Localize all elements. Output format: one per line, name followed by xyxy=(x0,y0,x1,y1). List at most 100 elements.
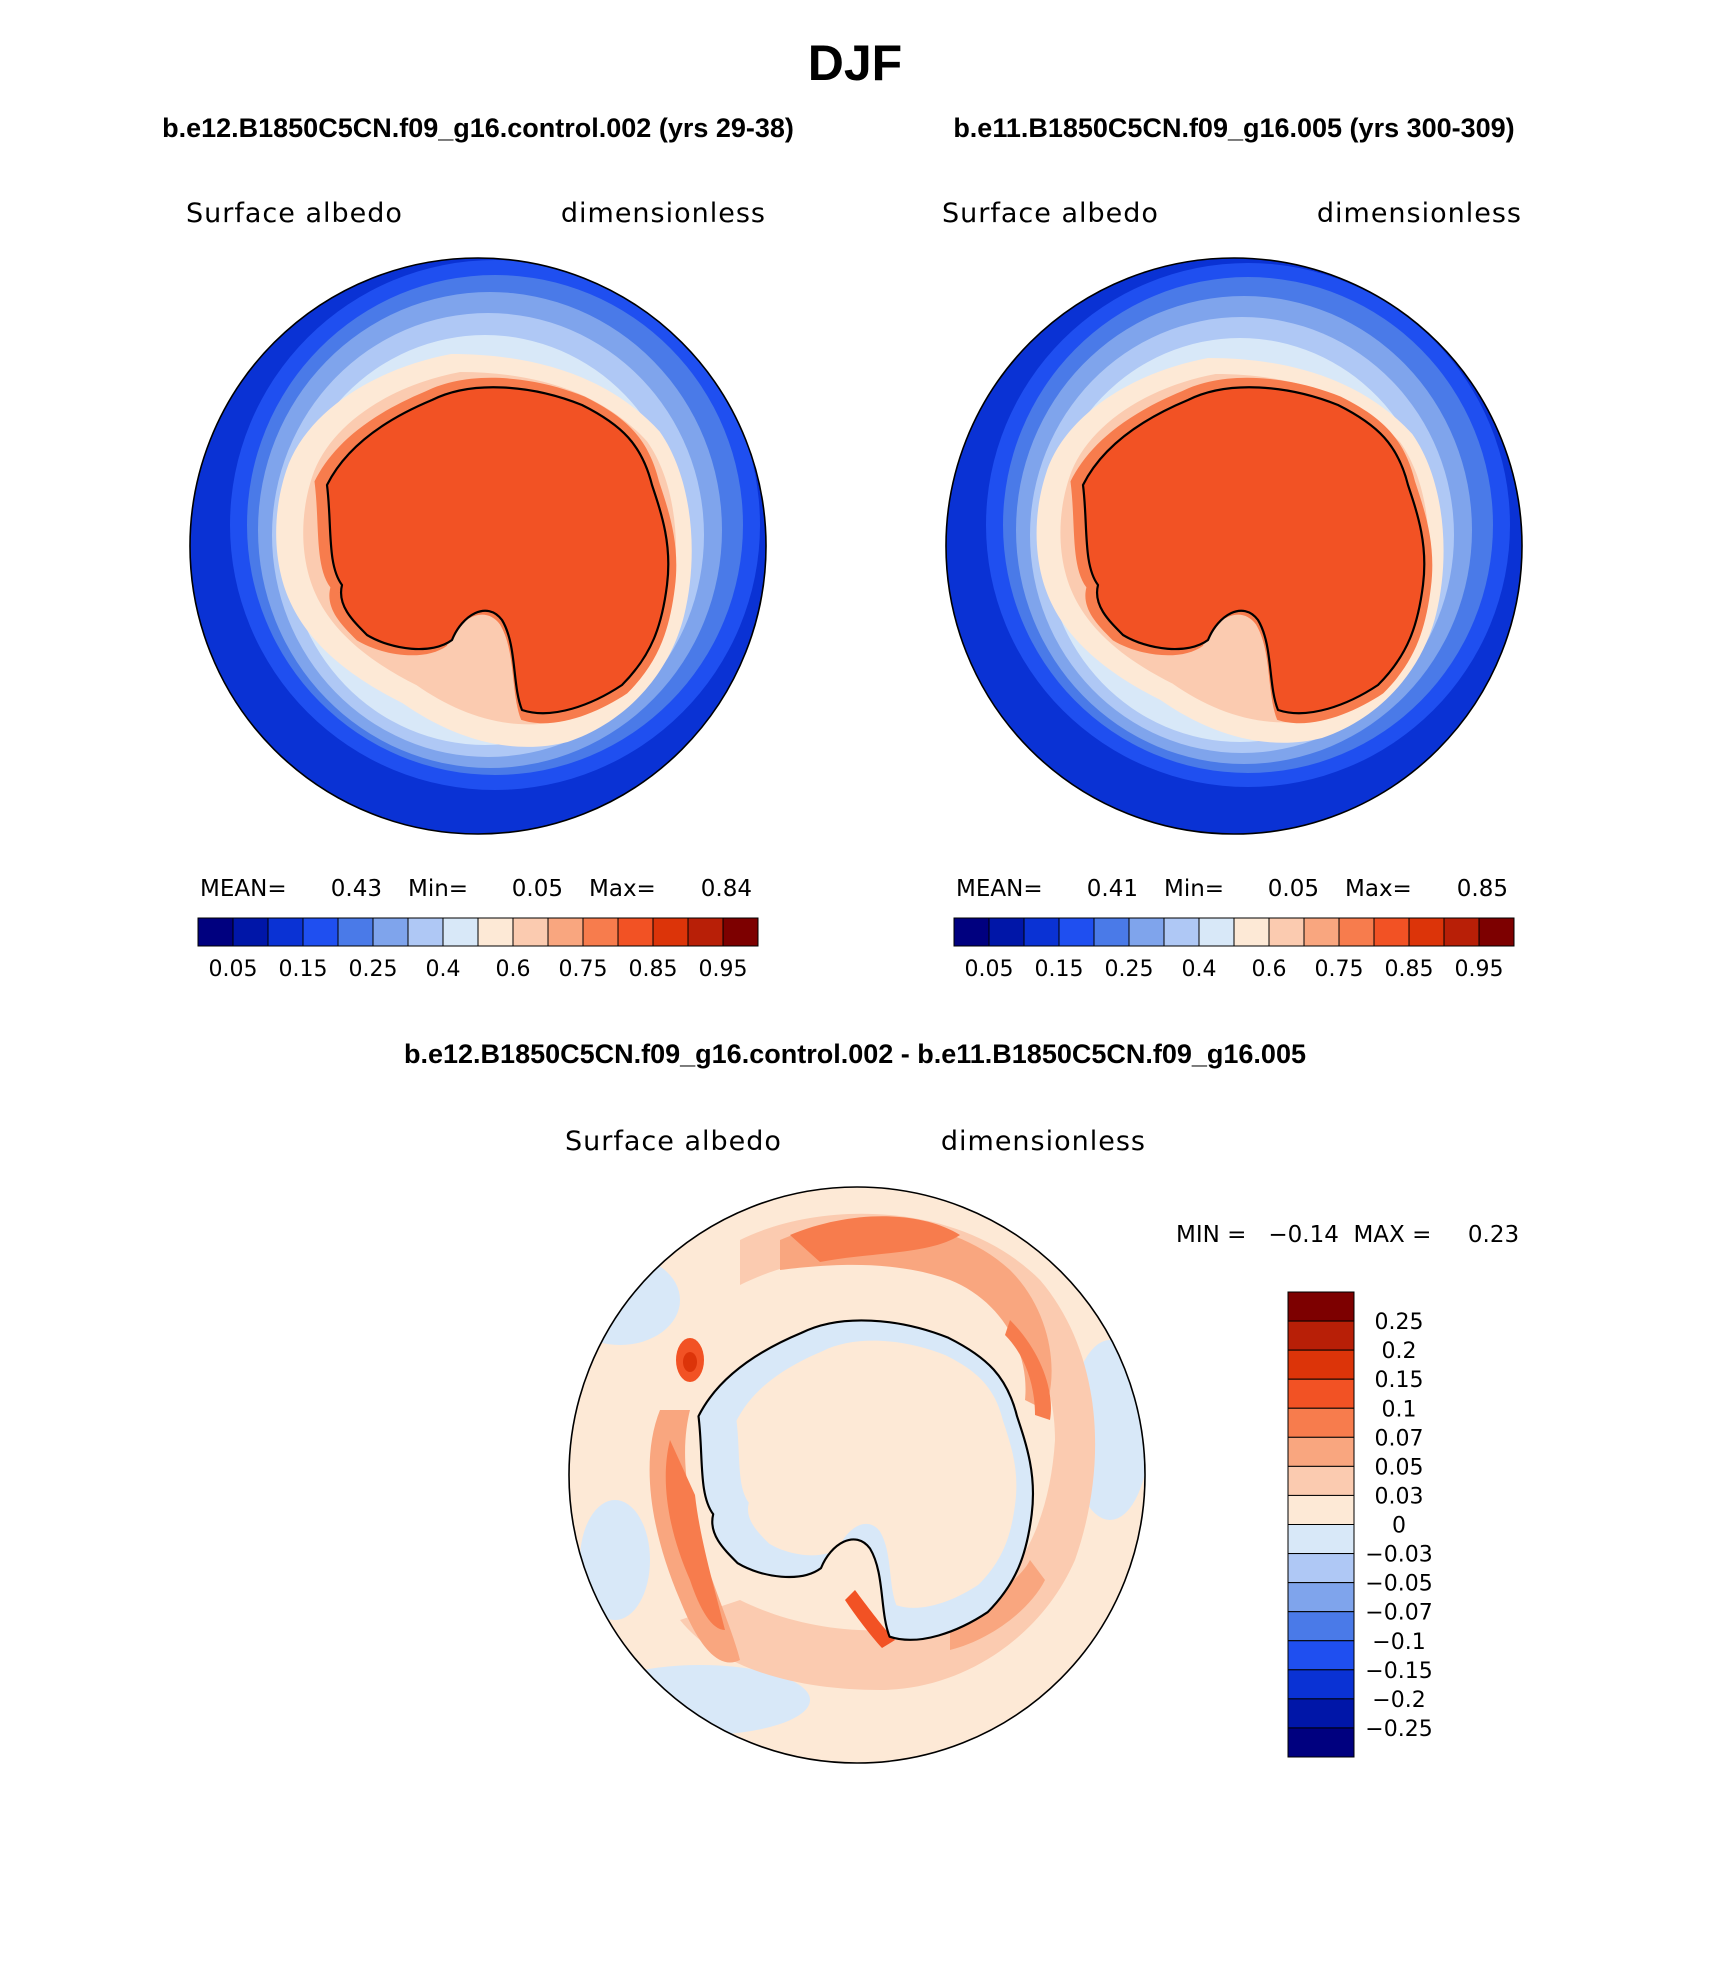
panel-right-min-value: 0.05 xyxy=(1268,876,1319,902)
panel-right-colorbar-swatch-14 xyxy=(1443,917,1480,947)
panel-left-units-label: dimensionless xyxy=(561,198,766,229)
diff-units-label: dimensionless xyxy=(941,1126,1146,1157)
panel-left-colorbar-tick-label: 0.25 xyxy=(349,957,398,982)
panel-right-colorbar-swatch-0 xyxy=(953,917,990,947)
panel-left: b.e12.B1850C5CN.f09_g16.control.002 (yrs… xyxy=(162,113,794,982)
diff-colorbar-tick-label: 0 xyxy=(1392,1514,1406,1539)
panel-left-colorbar-swatch-10 xyxy=(547,917,584,947)
panel-right-colorbar-swatch-7 xyxy=(1198,917,1235,947)
diff-colorbar-swatch-8 xyxy=(1287,1524,1355,1555)
panel-left-colorbar-swatch-5 xyxy=(372,917,409,947)
diff-colorbar-tick-label: −0.07 xyxy=(1365,1601,1432,1626)
diff-colorbar-swatch-14 xyxy=(1287,1698,1355,1729)
panel-left-colorbar-swatch-6 xyxy=(407,917,444,947)
panel-left-min-value: 0.05 xyxy=(512,876,563,902)
diff-map-border xyxy=(568,1186,1146,1764)
diff-colorbar-swatch-13 xyxy=(1287,1669,1355,1700)
panel-left-colorbar-tick-label: 0.95 xyxy=(699,957,748,982)
panel-right-colorbar-tick-label: 0.15 xyxy=(1035,957,1084,982)
panel-right-colorbar-swatch-1 xyxy=(988,917,1025,947)
diff-colorbar-tick-label: −0.05 xyxy=(1365,1572,1432,1597)
panel-left-min-label: Min= xyxy=(408,876,468,902)
diff-colorbar-swatch-2 xyxy=(1287,1349,1355,1380)
panel-left-colorbar-swatch-15 xyxy=(722,917,759,947)
panel-right-colorbar-tick-label: 0.85 xyxy=(1385,957,1434,982)
diff-colorbar-tick-label: 0.2 xyxy=(1382,1339,1417,1364)
panel-right: b.e11.B1850C5CN.f09_g16.005 (yrs 300-309… xyxy=(942,113,1523,982)
panel-left-colorbar-tick-label: 0.15 xyxy=(279,957,328,982)
panel-left-colorbar-tick-label: 0.75 xyxy=(559,957,608,982)
panel-right-colorbar-swatch-8 xyxy=(1233,917,1270,947)
diff-colorbar-swatch-15 xyxy=(1287,1727,1355,1758)
panel-left-variable-label: Surface albedo xyxy=(186,198,403,229)
panel-left-colorbar-tick-label: 0.4 xyxy=(426,957,461,982)
diff-colorbar-swatch-7 xyxy=(1287,1494,1355,1525)
panel-right-colorbar-tick-label: 0.95 xyxy=(1455,957,1504,982)
diff-colorbar-swatch-3 xyxy=(1287,1378,1355,1409)
panel-right-map-border xyxy=(945,257,1523,835)
panel-right-variable-label: Surface albedo xyxy=(942,198,1159,229)
panel-right-min-label: Min= xyxy=(1164,876,1224,902)
diff-title: b.e12.B1850C5CN.f09_g16.control.002 - b.… xyxy=(404,1039,1306,1069)
panel-left-colorbar-swatch-3 xyxy=(302,917,339,947)
diff-colorbar-swatch-1 xyxy=(1287,1320,1355,1351)
panel-left-colorbar-swatch-11 xyxy=(582,917,619,947)
panel-left-mean-value: 0.43 xyxy=(331,876,382,902)
panel-left-colorbar-swatch-4 xyxy=(337,917,374,947)
panel-right-colorbar-swatch-9 xyxy=(1268,917,1305,947)
panel-right-max-value: 0.85 xyxy=(1457,876,1508,902)
season-title: DJF xyxy=(808,35,902,91)
diff-colorbar-swatch-4 xyxy=(1287,1407,1355,1438)
panel-left-colorbar-swatch-1 xyxy=(232,917,269,947)
diff-colorbar-tick-label: −0.2 xyxy=(1372,1688,1425,1713)
panel-left-mean-label: MEAN= xyxy=(200,876,287,902)
panel-right-units-label: dimensionless xyxy=(1317,198,1522,229)
panel-right-colorbar-tick-label: 0.25 xyxy=(1105,957,1154,982)
diff-colorbar-tick-label: 0.03 xyxy=(1375,1484,1424,1509)
panel-left-colorbar-swatch-9 xyxy=(512,917,549,947)
diff-colorbar-swatch-9 xyxy=(1287,1553,1355,1584)
panel-left-max-value: 0.84 xyxy=(701,876,752,902)
panel-right-map xyxy=(946,258,1522,834)
panel-right-colorbar-tick-label: 0.75 xyxy=(1315,957,1364,982)
panel-left-colorbar-swatch-8 xyxy=(477,917,514,947)
panel-right-colorbar-swatch-11 xyxy=(1338,917,1375,947)
panel-right-colorbar-swatch-5 xyxy=(1128,917,1165,947)
panel-left-colorbar-swatch-0 xyxy=(197,917,234,947)
panel-left-colorbar-tick-label: 0.05 xyxy=(209,957,258,982)
diff-map xyxy=(569,1187,1145,1763)
panel-left-max-label: Max= xyxy=(589,876,656,902)
panel-left-case-title: b.e12.B1850C5CN.f09_g16.control.002 (yrs… xyxy=(162,113,794,143)
panel-right-case-title: b.e11.B1850C5CN.f09_g16.005 (yrs 300-309… xyxy=(953,113,1514,143)
diff-colorbar-tick-label: −0.1 xyxy=(1372,1630,1425,1655)
diff-colorbar-tick-label: 0.07 xyxy=(1375,1426,1424,1451)
panel-left-colorbar-swatch-14 xyxy=(687,917,724,947)
panel-right-colorbar-swatch-12 xyxy=(1373,917,1410,947)
panel-left-colorbar-swatch-13 xyxy=(652,917,689,947)
panel-left-map-border xyxy=(189,257,767,835)
panel-diff: b.e12.B1850C5CN.f09_g16.control.002 - b.… xyxy=(404,1039,1519,1764)
diff-colorbar-tick-label: 0.05 xyxy=(1375,1455,1424,1480)
panel-right-colorbar-swatch-10 xyxy=(1303,917,1340,947)
diff-colorbar: 0.25 0.2 0.15 0.1 0.07 0.05 0.03 0 −0.03 −0.05 −0.… xyxy=(1287,1291,1433,1758)
diff-colorbar-tick-label: 0.15 xyxy=(1375,1368,1424,1393)
panel-right-colorbar: 0.05 0.15 0.25 0.4 0.6 0.75 0.85 0.95 xyxy=(953,917,1515,982)
panel-right-mean-value: 0.41 xyxy=(1087,876,1138,902)
diff-variable-label: Surface albedo xyxy=(565,1126,782,1157)
diff-colorbar-swatch-10 xyxy=(1287,1582,1355,1613)
panel-right-colorbar-swatch-6 xyxy=(1163,917,1200,947)
panel-right-colorbar-tick-label: 0.05 xyxy=(965,957,1014,982)
panel-right-max-label: Max= xyxy=(1345,876,1412,902)
diff-colorbar-tick-label: 0.1 xyxy=(1382,1397,1417,1422)
panel-left-colorbar-tick-label: 0.85 xyxy=(629,957,678,982)
panel-right-mean-label: MEAN= xyxy=(956,876,1043,902)
panel-left-colorbar-swatch-2 xyxy=(267,917,304,947)
panel-right-colorbar-swatch-4 xyxy=(1093,917,1130,947)
diff-colorbar-swatch-0 xyxy=(1287,1291,1355,1322)
diff-colorbar-swatch-6 xyxy=(1287,1465,1355,1496)
panel-left-colorbar-tick-label: 0.6 xyxy=(496,957,531,982)
panel-right-colorbar-swatch-15 xyxy=(1478,917,1515,947)
diff-colorbar-swatch-5 xyxy=(1287,1436,1355,1467)
diff-colorbar-swatch-12 xyxy=(1287,1640,1355,1671)
